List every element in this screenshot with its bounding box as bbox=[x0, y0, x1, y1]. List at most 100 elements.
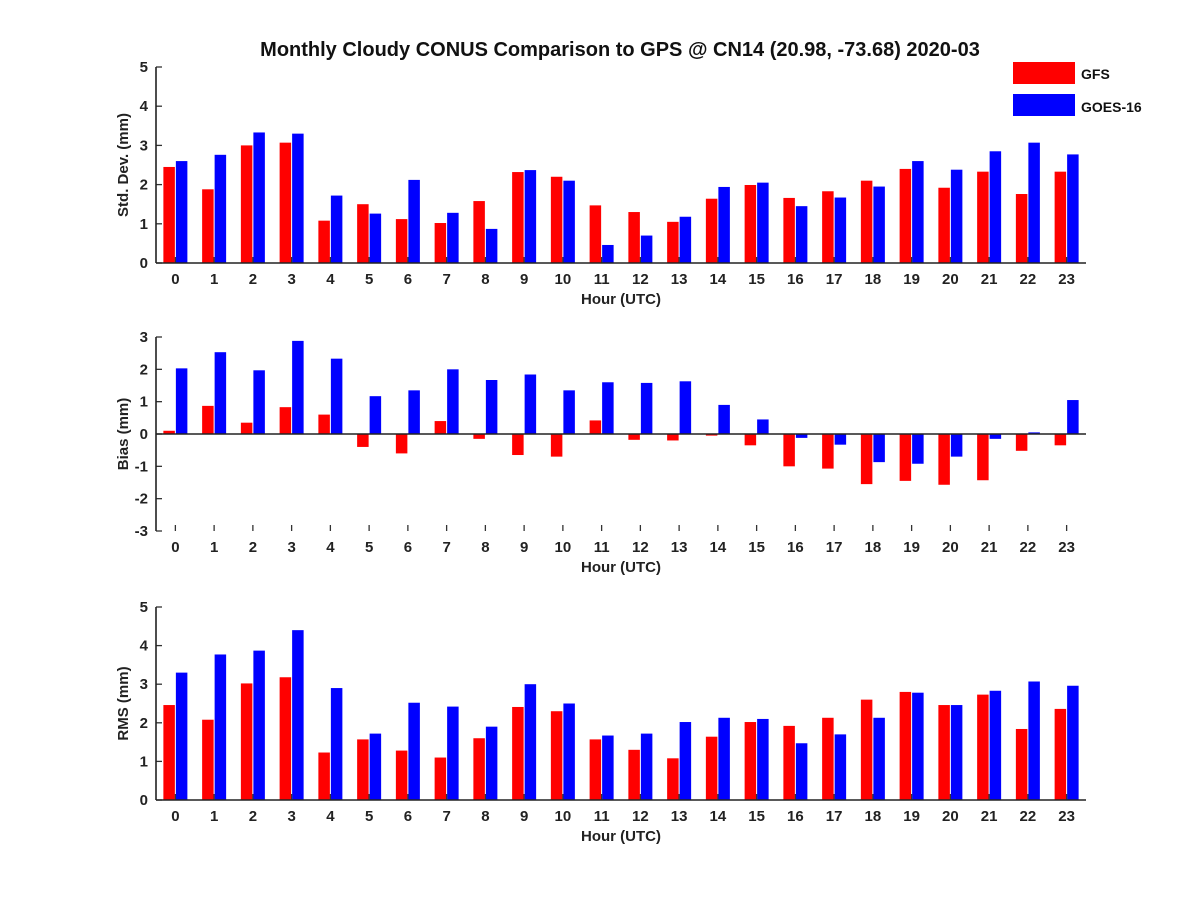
x-tick-label-std-13: 13 bbox=[671, 271, 688, 288]
bar-std-goes16-11 bbox=[602, 244, 614, 263]
y-tick-label-bias-5: 2 bbox=[140, 361, 148, 378]
bar-bias-goes16-5 bbox=[369, 396, 382, 434]
x-tick-label-std-2: 2 bbox=[249, 271, 257, 288]
bar-rms-gfs-8 bbox=[473, 738, 485, 800]
bar-rms-gfs-0 bbox=[163, 705, 175, 800]
x-tick-label-std-12: 12 bbox=[632, 271, 649, 288]
x-tick-label-bias-22: 22 bbox=[1020, 539, 1037, 556]
x-tick-label-rms-21: 21 bbox=[981, 808, 998, 825]
x-tick-label-bias-11: 11 bbox=[594, 539, 610, 556]
bar-bias-goes16-10 bbox=[563, 390, 575, 434]
bar-rms-goes16-7 bbox=[447, 706, 459, 800]
bar-std-gfs-21 bbox=[977, 171, 989, 263]
y-tick-label-rms-0: 0 bbox=[140, 792, 148, 809]
bar-std-gfs-13 bbox=[667, 221, 679, 263]
bar-rms-gfs-3 bbox=[279, 677, 292, 800]
bar-std-gfs-22 bbox=[1015, 194, 1028, 263]
x-tick-label-std-0: 0 bbox=[171, 271, 179, 288]
bar-std-gfs-12 bbox=[628, 212, 640, 263]
x-tick-label-bias-16: 16 bbox=[787, 539, 804, 556]
bar-std-gfs-0 bbox=[163, 166, 175, 263]
y-tick-label-bias-2: -1 bbox=[135, 458, 148, 475]
bar-bias-gfs-15 bbox=[744, 434, 757, 446]
y-tick-label-bias-0: -3 bbox=[135, 523, 148, 540]
bar-bias-goes16-9 bbox=[524, 374, 537, 434]
x-tick-label-rms-3: 3 bbox=[287, 808, 295, 825]
x-tick-label-bias-17: 17 bbox=[826, 539, 843, 556]
bar-rms-goes16-16 bbox=[795, 743, 808, 800]
x-tick-label-rms-7: 7 bbox=[442, 808, 450, 825]
legend-label-gfs: GFS bbox=[1081, 66, 1110, 82]
y-tick-label-bias-6: 3 bbox=[140, 329, 148, 346]
y-tick-label-rms-3: 3 bbox=[140, 676, 148, 693]
x-tick-label-bias-6: 6 bbox=[404, 539, 412, 556]
y-tick-label-bias-1: -2 bbox=[135, 491, 148, 508]
bar-std-gfs-20 bbox=[938, 187, 950, 263]
y-tick-label-bias-4: 1 bbox=[140, 394, 148, 411]
x-tick-label-std-17: 17 bbox=[826, 271, 843, 288]
bar-std-gfs-4 bbox=[318, 220, 330, 263]
x-tick-label-rms-5: 5 bbox=[365, 808, 373, 825]
y-tick-label-rms-1: 1 bbox=[140, 753, 148, 770]
x-tick-label-bias-7: 7 bbox=[442, 539, 450, 556]
y-tick-label-std-0: 0 bbox=[140, 255, 148, 272]
x-tick-label-rms-13: 13 bbox=[671, 808, 688, 825]
bar-rms-goes16-0 bbox=[175, 672, 188, 800]
x-tick-label-rms-4: 4 bbox=[326, 808, 335, 825]
bar-rms-goes16-2 bbox=[253, 650, 265, 800]
bar-bias-goes16-7 bbox=[447, 369, 459, 434]
x-tick-label-bias-19: 19 bbox=[903, 539, 920, 556]
bar-bias-goes16-19 bbox=[912, 434, 924, 464]
bar-std-gfs-23 bbox=[1054, 171, 1067, 263]
x-tick-label-rms-22: 22 bbox=[1020, 808, 1037, 825]
bar-rms-gfs-11 bbox=[589, 739, 602, 800]
y-tick-label-std-4: 4 bbox=[140, 98, 149, 115]
bar-bias-goes16-8 bbox=[485, 380, 498, 434]
x-tick-label-std-8: 8 bbox=[481, 271, 489, 288]
bar-std-gfs-3 bbox=[279, 142, 292, 263]
bar-rms-gfs-23 bbox=[1054, 708, 1067, 800]
bar-bias-gfs-2 bbox=[240, 422, 253, 434]
bar-std-gfs-10 bbox=[550, 176, 563, 263]
x-tick-label-bias-14: 14 bbox=[710, 539, 727, 556]
x-tick-label-bias-1: 1 bbox=[210, 539, 218, 556]
bar-std-goes16-14 bbox=[718, 186, 730, 263]
bar-rms-goes16-4 bbox=[330, 688, 343, 800]
bar-bias-gfs-5 bbox=[357, 434, 369, 447]
legend-label-goes16: GOES-16 bbox=[1081, 99, 1142, 115]
bar-rms-goes16-5 bbox=[369, 733, 382, 800]
bar-std-goes16-16 bbox=[795, 206, 808, 263]
bar-rms-goes16-11 bbox=[602, 735, 614, 800]
bar-rms-gfs-20 bbox=[938, 705, 950, 800]
x-tick-label-std-4: 4 bbox=[326, 271, 335, 288]
bar-std-goes16-9 bbox=[524, 170, 537, 263]
x-tick-label-rms-19: 19 bbox=[903, 808, 920, 825]
y-axis-label-bias: Bias (mm) bbox=[115, 398, 132, 471]
bar-rms-gfs-22 bbox=[1015, 728, 1028, 800]
bar-std-gfs-5 bbox=[357, 204, 369, 263]
bar-bias-gfs-22 bbox=[1015, 434, 1028, 451]
x-tick-label-std-15: 15 bbox=[748, 271, 765, 288]
bar-rms-gfs-19 bbox=[899, 691, 912, 800]
x-tick-label-std-9: 9 bbox=[520, 271, 528, 288]
bar-std-goes16-12 bbox=[640, 235, 653, 263]
x-tick-label-rms-11: 11 bbox=[594, 808, 610, 825]
bar-bias-gfs-23 bbox=[1054, 434, 1067, 446]
x-tick-label-rms-8: 8 bbox=[481, 808, 489, 825]
bar-rms-goes16-1 bbox=[214, 654, 227, 800]
x-tick-label-std-14: 14 bbox=[710, 271, 727, 288]
bar-bias-gfs-21 bbox=[977, 434, 989, 481]
bar-bias-goes16-20 bbox=[950, 434, 963, 457]
bar-rms-gfs-1 bbox=[202, 719, 214, 800]
bar-bias-gfs-19 bbox=[899, 434, 912, 481]
bar-std-goes16-19 bbox=[912, 161, 924, 263]
x-tick-label-rms-20: 20 bbox=[942, 808, 959, 825]
bar-bias-gfs-12 bbox=[628, 434, 640, 440]
bar-rms-goes16-19 bbox=[912, 692, 924, 800]
bar-std-goes16-2 bbox=[253, 132, 265, 263]
bar-bias-gfs-13 bbox=[667, 434, 679, 441]
